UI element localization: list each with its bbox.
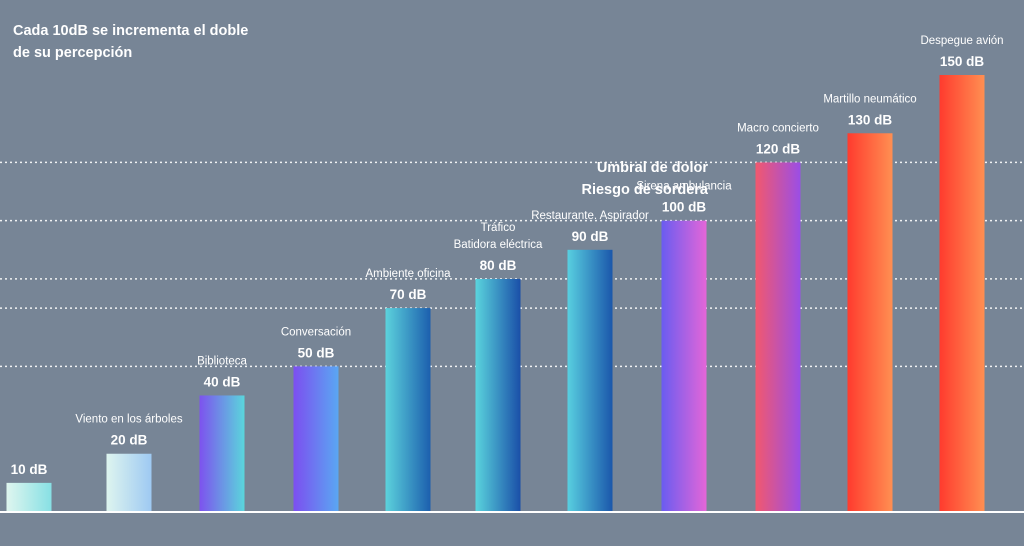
category-label-120-0: Macro concierto <box>737 122 819 134</box>
category-label-130-0: Martillo neumático <box>823 93 916 105</box>
category-label-150-0: Despegue avión <box>920 35 1003 47</box>
bar-50db <box>293 366 339 512</box>
value-label-10: 10 dB <box>11 462 48 477</box>
category-label-80-0: Tráfico <box>481 222 516 234</box>
bar-labels: 10 dB 20 dB Viento en los árboles 40 dB Bibl… <box>11 35 1004 477</box>
annotation-line-1: Umbral de dolor <box>596 160 708 176</box>
category-label-50-0: Conversación <box>281 326 351 338</box>
value-label-150: 150 dB <box>940 54 985 69</box>
value-label-20: 20 dB <box>111 433 148 448</box>
category-label-100-0: Sirena ambulancia <box>636 181 732 193</box>
category-label-70-0: Ambiente oficina <box>365 268 451 280</box>
bar-40db <box>199 395 245 512</box>
value-label-70: 70 dB <box>390 287 427 302</box>
bar-130db <box>847 133 893 512</box>
annotation-line-2: Riesgo de sordera <box>581 182 708 198</box>
value-label-100: 100 dB <box>662 200 707 215</box>
value-label-80: 80 dB <box>480 258 517 273</box>
category-label-80-1: Batidora eléctrica <box>454 239 543 251</box>
bar-120db <box>755 162 801 512</box>
bar-100db <box>661 220 707 512</box>
bar-150db <box>939 75 985 512</box>
bar-10db <box>6 482 52 512</box>
bar-70db <box>385 308 431 512</box>
chart-title-line-2: de su percepción <box>13 45 133 61</box>
pain-threshold-annotation: Umbral de dolor Riesgo de sordera <box>560 157 708 201</box>
bars <box>6 75 985 513</box>
value-label-90: 90 dB <box>572 229 609 244</box>
chart-title-line-1: Cada 10dB se incrementa el doble <box>13 23 249 39</box>
bar-80db <box>475 278 521 512</box>
value-label-120: 120 dB <box>756 141 801 156</box>
value-label-50: 50 dB <box>298 345 335 360</box>
value-label-130: 130 dB <box>848 112 893 127</box>
value-label-40: 40 dB <box>204 374 241 389</box>
category-label-40-0: Biblioteca <box>197 355 247 367</box>
bar-90db <box>567 249 613 513</box>
bar-20db <box>106 453 152 512</box>
chart-title: Cada 10dB se incrementa el doble de su p… <box>13 20 248 64</box>
category-label-20-0: Viento en los árboles <box>75 414 182 426</box>
category-label-90-0: Restaurante. Aspirador <box>531 210 649 222</box>
